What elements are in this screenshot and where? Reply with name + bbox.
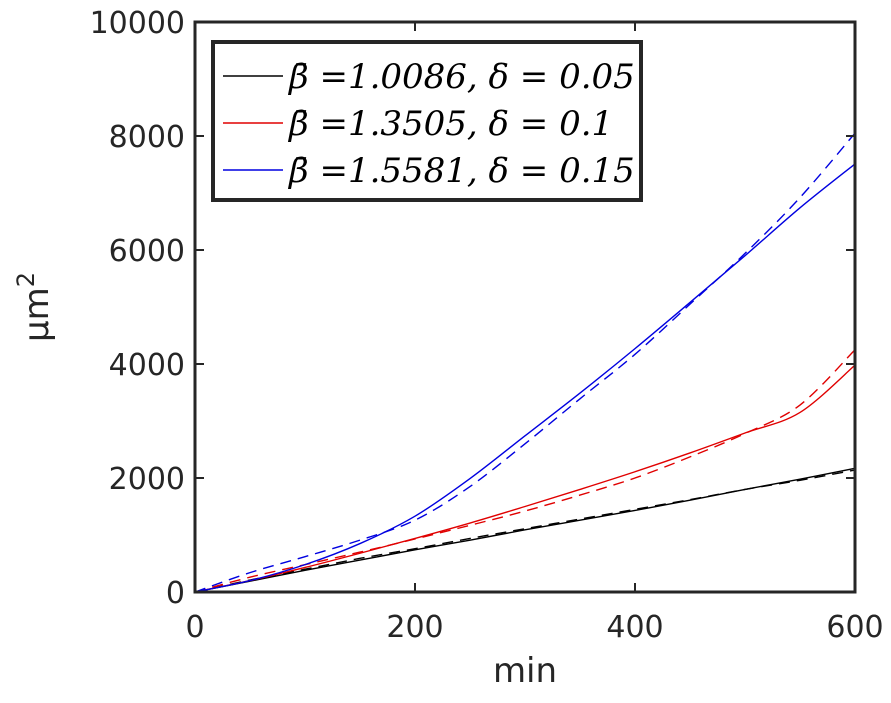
x-axis-title: min [493, 651, 557, 691]
plot-area [194, 132, 856, 593]
y-tick-label: 0 [166, 576, 185, 611]
y-tick-label: 4000 [109, 348, 185, 383]
series-2-solid-line [194, 163, 856, 593]
x-tick-label: 200 [386, 610, 443, 645]
legend-label: β̄ =1.3505, δ = 0.1 [287, 104, 613, 144]
x-tick-label: 0 [185, 610, 204, 645]
series-0-dashed-line [194, 469, 856, 593]
y-tick-label: 8000 [109, 120, 185, 155]
y-tick-label: 2000 [109, 462, 185, 497]
x-tick-label: 600 [826, 610, 883, 645]
y-axis-title: μm2 [12, 272, 57, 342]
series-1-solid-line [194, 364, 856, 593]
x-tick-label: 400 [606, 610, 663, 645]
y-axis-title-superscript: 2 [12, 272, 40, 287]
legend: β̄ =1.0086, δ = 0.05 β̄ =1.3505, δ = 0.1 β… [211, 40, 643, 202]
legend-label: β̄ =1.5581, δ = 0.15 [287, 151, 635, 191]
series-1-dashed-line [194, 349, 856, 593]
y-tick-label: 6000 [109, 234, 185, 269]
y-tick-label: 10000 [90, 6, 185, 41]
legend-label: β̄ =1.0086, δ = 0.05 [287, 57, 635, 97]
legend-box [211, 40, 643, 202]
axes-box [193, 20, 857, 594]
series-0-solid-line [194, 467, 856, 593]
y-axis-title-base: μm [17, 287, 57, 342]
